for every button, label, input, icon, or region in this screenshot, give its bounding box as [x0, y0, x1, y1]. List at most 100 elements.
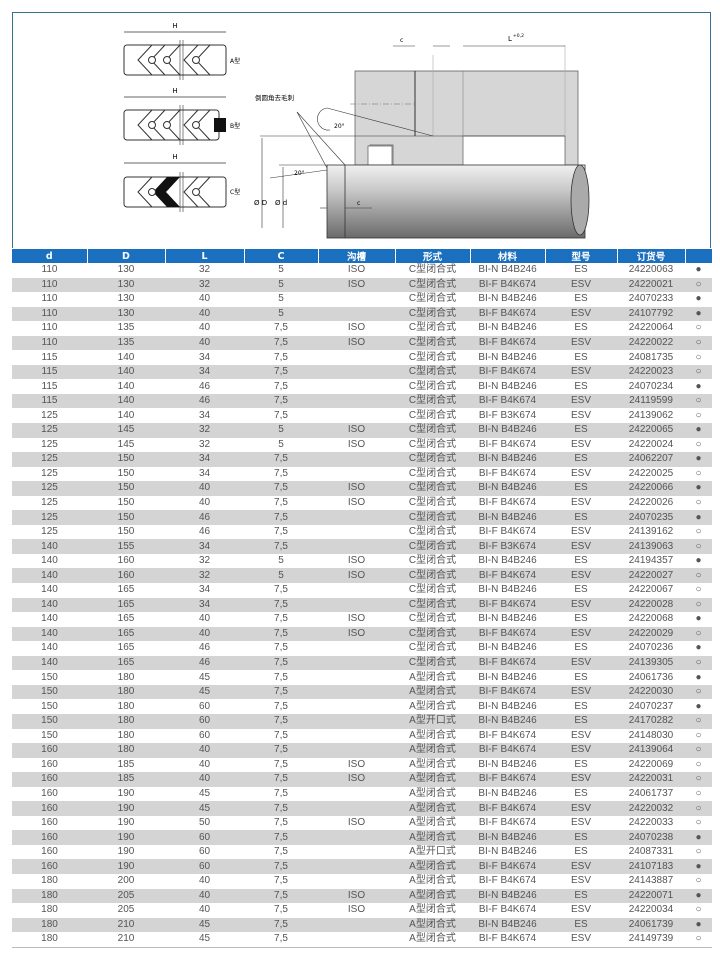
cell-d: 125	[41, 409, 58, 421]
cell-form: C型闭合式	[408, 409, 457, 421]
table-row: 140 165 40 7,5 ISO C型闭合式 BI-F B4K674 ESV 2422002…	[12, 626, 712, 642]
cell-D: 190	[117, 817, 135, 829]
cell-order-no: 24170282	[617, 713, 685, 729]
filled-dot-icon: ●	[695, 642, 702, 654]
cell-material: BI-N B4B246	[470, 423, 545, 438]
cell-C: 7,5	[244, 393, 318, 409]
filled-dot-icon: ●	[695, 264, 702, 276]
cell-groove: ISO	[318, 335, 395, 351]
cell-order-no: 24149739	[617, 932, 685, 948]
cell-d: 160	[12, 859, 87, 874]
open-dot-icon: ○	[695, 467, 702, 479]
filled-dot-icon: ●	[695, 700, 702, 712]
cell-L: 45	[198, 787, 211, 799]
cell-D: 190	[117, 846, 135, 858]
table-row: 110 130 32 5 ISO C型闭合式 BI-F B4K674 ESV 24220021 ○	[12, 277, 712, 293]
l-dimension-label: L	[508, 35, 512, 43]
cell-order-no: 24139064	[617, 743, 685, 758]
table-row: 115 140 34 7,5 C型闭合式 BI-F B4K674 ESV 24220023 ○	[12, 364, 712, 380]
cell-form: C型闭合式	[395, 481, 470, 496]
cell-d: 150	[41, 700, 58, 712]
cell-C: 7,5	[244, 932, 318, 948]
cell-form: C型闭合式	[408, 467, 457, 479]
cell-groove	[318, 801, 395, 816]
cell-order-no: 24061736	[628, 671, 674, 683]
cell-C: 7,5	[244, 481, 318, 496]
cell-L: 45	[165, 917, 244, 933]
cell-order-no: 24070238	[617, 830, 685, 845]
cell-D: 150	[87, 481, 165, 496]
cell-L: 60	[165, 830, 244, 845]
cell-L: 60	[165, 713, 244, 729]
cell-C: 5	[278, 293, 284, 305]
open-dot-icon: ○	[695, 584, 702, 596]
table-row: 125 150 40 7,5 ISO C型闭合式 BI-F B4K674 ESV 2422002…	[12, 496, 712, 511]
cell-form: A型闭合式	[409, 817, 456, 829]
cell-C: 7,5	[244, 859, 318, 874]
cell-groove	[318, 670, 395, 685]
table-row: 150 180 45 7,5 A型闭合式 BI-N B4B246 ES 24061736 ●	[12, 670, 712, 685]
open-dot-icon: ○	[695, 904, 702, 916]
cell-material: BI-F B4K674	[470, 772, 545, 787]
cell-model: ESV	[570, 904, 591, 916]
cell-L: 46	[198, 642, 211, 654]
cell-L: 32	[165, 277, 244, 293]
cell-material: BI-N B4B246	[470, 510, 545, 525]
cell-L: 34	[198, 351, 211, 363]
open-dot-icon: ○	[695, 438, 702, 450]
cell-D: 140	[87, 364, 165, 380]
cell-order-no: 24220065	[617, 423, 685, 438]
cell-d: 140	[12, 626, 87, 642]
cell-order-no: 24139162	[628, 526, 674, 538]
table-row: 140 165 34 7,5 C型闭合式 BI-F B4K674 ESV 24220028 ○	[12, 597, 712, 613]
table-row: 160 190 45 7,5 A型闭合式 BI-F B4K674 ESV 24220032 ○	[12, 801, 712, 816]
cell-C: 7,5	[274, 380, 288, 392]
cell-order-no: 24220030	[617, 684, 685, 700]
cell-material: BI-N B4B246	[470, 713, 545, 729]
cell-model: ESV	[545, 801, 617, 816]
cell-form: A型闭合式	[395, 932, 470, 948]
cell-form: C型闭合式	[408, 322, 457, 334]
cell-model: ESV	[545, 277, 617, 293]
cell-groove	[318, 729, 395, 744]
table-row: 160 190 60 7,5 A型开口式 BI-N B4B246 ES 24087331 ○	[12, 845, 712, 860]
cell-L: 32	[198, 438, 211, 450]
cell-C: 7,5	[274, 526, 288, 538]
cell-order-no: 24143887	[628, 875, 674, 887]
cell-d: 160	[12, 801, 87, 816]
cell-groove	[318, 364, 395, 380]
open-dot-icon: ○	[685, 539, 712, 554]
cell-material: BI-F B4K674	[478, 875, 537, 887]
open-dot-icon: ○	[695, 497, 702, 509]
cell-d: 180	[12, 932, 87, 948]
cell-model: ESV	[570, 438, 591, 450]
cell-d: 125	[41, 467, 58, 479]
cell-material: BI-F B4K674	[470, 306, 545, 322]
cell-C: 7,5	[244, 626, 318, 642]
filled-dot-icon: ●	[685, 830, 712, 845]
table-row: 160 190 60 7,5 A型闭合式 BI-N B4B246 ES 24070238 ●	[12, 830, 712, 845]
cell-order-no: 24220066	[617, 481, 685, 496]
cell-D: 160	[117, 555, 135, 567]
cell-form: C型闭合式	[408, 438, 457, 450]
cell-form: C型闭合式	[395, 626, 470, 642]
table-row: 125 150 46 7,5 C型闭合式 BI-F B4K674 ESV 24139162 ○	[12, 525, 712, 540]
cell-order-no: 24220025	[628, 467, 674, 479]
cell-L: 40	[165, 626, 244, 642]
cell-model: ES	[545, 423, 617, 438]
cell-material: BI-F B4K674	[478, 497, 537, 509]
cell-d: 180	[41, 875, 58, 887]
cell-material: BI-F B4K674	[470, 364, 545, 380]
open-dot-icon: ○	[685, 713, 712, 729]
cell-d: 180	[41, 904, 58, 916]
cell-model: ESV	[545, 568, 617, 584]
cell-form: A型闭合式	[409, 700, 456, 712]
filled-dot-icon: ●	[685, 306, 712, 322]
cell-d: 140	[41, 555, 58, 567]
cell-d: 160	[12, 830, 87, 845]
cell-groove: ISO	[318, 277, 395, 293]
cell-form: C型闭合式	[395, 306, 470, 322]
cell-form: C型闭合式	[395, 335, 470, 351]
cell-L: 32	[198, 264, 211, 276]
column-header-order-no: 订货号	[617, 249, 686, 263]
